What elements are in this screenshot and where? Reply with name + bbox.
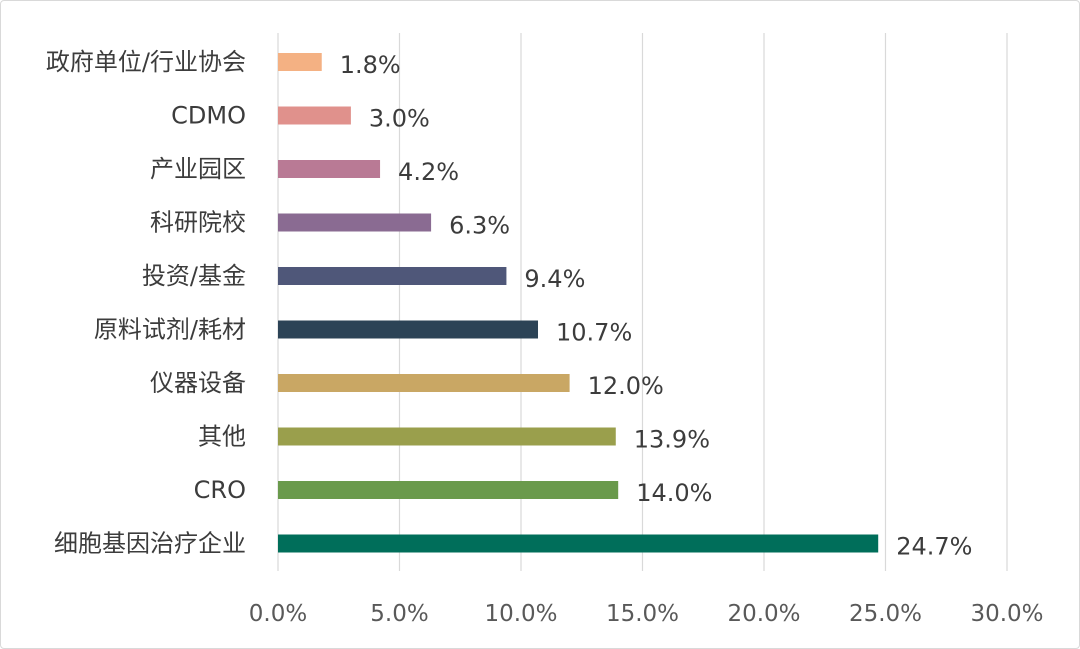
x-tick-label: 30.0% [970, 601, 1043, 627]
x-tick-label: 25.0% [849, 601, 922, 627]
category-label: CDMO [171, 102, 246, 130]
data-label: 9.4% [524, 265, 585, 293]
category-label: 仪器设备 [150, 369, 246, 397]
data-label: 3.0% [369, 105, 430, 133]
x-axis-ticks: 0.0% 5.0% 10.0% 15.0% 20.0% 25.0% 30.0% [249, 601, 1044, 627]
category-label: 产业园区 [150, 155, 246, 183]
category-label: 政府单位/行业协会 [46, 48, 246, 76]
bar [278, 53, 322, 71]
bar [278, 481, 619, 499]
data-label: 12.0% [588, 372, 664, 400]
x-tick-label: 15.0% [606, 601, 679, 627]
data-label: 6.3% [449, 212, 510, 240]
value-labels: 1.8% 3.0% 4.2% 6.3% 9.4% 10.7% 12.0% 13.9% 14.0%… [340, 51, 973, 561]
category-label: 细胞基因治疗企业 [54, 530, 246, 558]
category-label: 科研院校 [150, 209, 246, 237]
bar [278, 267, 507, 285]
data-label: 4.2% [398, 158, 459, 186]
category-label: 投资/基金 [142, 262, 246, 290]
bar [278, 374, 570, 392]
x-tick-label: 0.0% [249, 601, 307, 627]
bar [278, 534, 879, 553]
category-label: CRO [194, 476, 246, 504]
x-tick-label: 10.0% [484, 601, 557, 627]
bar [278, 106, 351, 125]
data-label: 13.9% [634, 426, 710, 454]
bars [278, 53, 879, 553]
bar [278, 213, 432, 232]
data-label: 1.8% [340, 51, 401, 79]
category-label: 原料试剂/耗材 [94, 316, 246, 344]
bar [278, 427, 616, 446]
data-label: 24.7% [896, 533, 972, 561]
category-label: 其他 [198, 423, 246, 451]
gridlines [277, 33, 1008, 571]
x-tick-label: 5.0% [370, 601, 428, 627]
data-label: 10.7% [556, 319, 632, 347]
data-label: 14.0% [636, 479, 712, 507]
bar [278, 160, 381, 178]
x-tick-label: 20.0% [727, 601, 800, 627]
bar [278, 320, 539, 339]
